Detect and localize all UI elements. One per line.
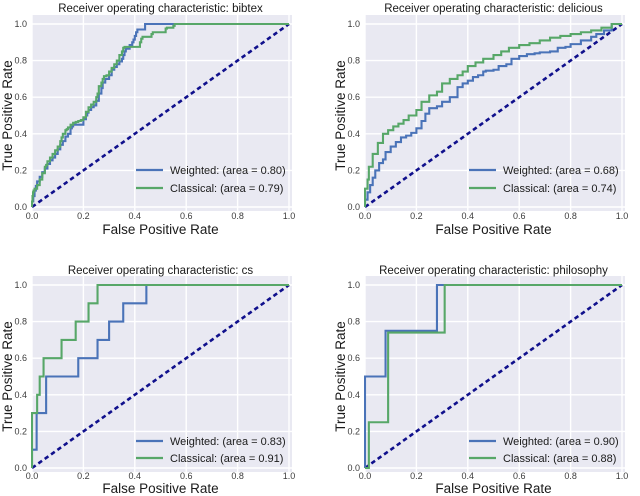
plot-area-delicious: 0.00.0 0.2 0.2 0.4 0.4 0.6 0.6 0.8 0.8 1.0 1.0 (347, 15, 628, 221)
plot-title: Receiver operating characteristic: philo… (379, 265, 608, 277)
y-axis-label: True Positive Rate (0, 60, 15, 171)
x-axis-label: False Positive Rate (102, 222, 218, 237)
subplot-philosophy: 0.0 0.0 0.2 0.2 0.4 0.4 0.6 0.6 0.8 0.8 1.0 1.0 Rec… (320, 248, 640, 496)
curves-group (364, 283, 623, 470)
x-tick-label: 0.2 (77, 211, 90, 221)
x-tick-label: 0.6 (180, 471, 193, 481)
x-tick-label: 1.0 (283, 471, 296, 481)
roc-plot-bibtex: 0.00.0 0.2 0.2 0.4 0.4 0.6 0.6 0.8 0.8 1.0 1.0 Rec… (0, 3, 295, 237)
y-tick-label: 0.2 (347, 165, 360, 175)
y-tick-label: 0.6 (347, 92, 360, 102)
x-tick-label: 0.8 (231, 211, 244, 221)
roc-plot-philosophy: 0.00.0 0.2 0.2 0.4 0.4 0.6 0.6 0.8 0.8 1.0 1.0 Rec… (333, 265, 628, 496)
plot-area-bibtex: 0.00.0 0.2 0.2 0.4 0.4 0.6 0.6 0.8 0.8 1.0 1.0 (14, 15, 295, 221)
legend-label-weighted: Weighted: (area = 0.68) (503, 165, 619, 177)
y-tick-label: 0.0 (347, 202, 360, 212)
curves-group (31, 283, 290, 470)
y-tick-label: 0.4 (14, 129, 27, 139)
y-tick-label: 0.8 (14, 56, 27, 66)
roc-curve-chance (31, 22, 290, 209)
x-tick-label: 0.4 (129, 211, 142, 221)
x-tick-label: 0.8 (231, 471, 244, 481)
y-tick-label: 0.6 (14, 353, 27, 363)
x-tick-label: 0.0 (26, 211, 39, 221)
roc-plot-cs: 0.00.0 0.2 0.2 0.4 0.4 0.6 0.6 0.8 0.8 1.0 1.0 Rec… (0, 265, 295, 496)
roc-curve-chance (31, 283, 290, 470)
legend-label-classical: Classical: (area = 0.91) (170, 453, 283, 465)
subplot-delicious: 0.0 0.0 0.2 0.2 0.4 0.4 0.6 0.6 0.8 0.8 1.0 1.0 Rec… (320, 0, 640, 248)
x-tick-label: 0.2 (410, 211, 423, 221)
x-tick-label: 0.6 (513, 471, 526, 481)
roc-curve-classical (31, 283, 289, 468)
x-tick-label: 1.0 (616, 211, 629, 221)
plot-title: Receiver operating characteristic: bibte… (58, 3, 263, 15)
subplot-bibtex: 0.0 0.0 0.2 0.2 0.4 0.4 0.6 0.6 0.8 0.8 1.0 1.0 Rec… (0, 0, 320, 248)
roc-plot-delicious: 0.00.0 0.2 0.2 0.4 0.4 0.6 0.6 0.8 0.8 1.0 1.0 Rec… (333, 3, 628, 237)
roc-curve-classical (31, 22, 289, 207)
legend-label-classical: Classical: (area = 0.88) (503, 453, 616, 465)
x-tick-label: 0.2 (77, 471, 90, 481)
x-axis-label: False Positive Rate (435, 481, 551, 496)
x-tick-label: 0.4 (462, 211, 475, 221)
legend-label-classical: Classical: (area = 0.74) (503, 183, 616, 195)
y-axis-label: True Positive Rate (0, 321, 15, 432)
roc-curve-chance (364, 283, 623, 470)
x-tick-label: 0.4 (129, 471, 142, 481)
y-tick-label: 0.6 (347, 353, 360, 363)
x-tick-label: 0.6 (180, 211, 193, 221)
x-tick-label: 0.0 (26, 471, 39, 481)
roc-curve-weighted (364, 22, 622, 207)
roc-curve-weighted (31, 283, 289, 468)
y-tick-label: 0.4 (347, 129, 360, 139)
y-tick-label: 0.4 (347, 390, 360, 400)
y-axis-label: True Positive Rate (333, 60, 348, 171)
subplot-cs: 0.0 0.0 0.2 0.2 0.4 0.4 0.6 0.6 0.8 0.8 1.0 1.0 Rec… (0, 248, 320, 496)
x-axis-label: False Positive Rate (102, 481, 218, 496)
roc-curve-chance (364, 22, 623, 209)
y-tick-label: 1.0 (14, 280, 27, 290)
legend-label-weighted: Weighted: (area = 0.80) (170, 165, 286, 177)
legend-label-weighted: Weighted: (area = 0.83) (170, 436, 286, 448)
x-tick-label: 0.4 (462, 471, 475, 481)
curves-group (364, 22, 623, 209)
roc-curve-classical (365, 283, 622, 470)
curves-group (31, 22, 290, 209)
roc-curve-classical (364, 22, 622, 207)
x-tick-label: 0.6 (513, 211, 526, 221)
y-tick-label: 0.0 (14, 202, 27, 212)
x-tick-label: 1.0 (283, 211, 296, 221)
x-tick-label: 0.0 (359, 471, 372, 481)
x-tick-label: 0.0 (359, 211, 372, 221)
legend-label-weighted: Weighted: (area = 0.90) (503, 436, 619, 448)
plot-title: Receiver operating characteristic: cs (68, 265, 254, 277)
x-axis-label: False Positive Rate (435, 222, 551, 237)
y-tick-label: 0.8 (347, 317, 360, 327)
y-tick-label: 1.0 (347, 19, 360, 29)
y-tick-label: 0.0 (14, 463, 27, 473)
y-tick-label: 0.4 (14, 390, 27, 400)
y-tick-label: 0.8 (347, 56, 360, 66)
y-tick-label: 0.2 (347, 426, 360, 436)
x-tick-label: 0.8 (564, 471, 577, 481)
plot-title: Receiver operating characteristic: delic… (384, 3, 603, 15)
y-tick-label: 0.8 (14, 317, 27, 327)
plot-area-cs: 0.00.0 0.2 0.2 0.4 0.4 0.6 0.6 0.8 0.8 1.0 1.0 (14, 276, 295, 481)
x-tick-label: 1.0 (616, 471, 629, 481)
x-tick-label: 0.2 (410, 471, 423, 481)
roc-curve-weighted (31, 22, 289, 207)
y-tick-label: 0.0 (347, 463, 360, 473)
x-tick-label: 0.8 (564, 211, 577, 221)
y-tick-label: 1.0 (347, 280, 360, 290)
y-tick-label: 0.2 (14, 165, 27, 175)
y-axis-label: True Positive Rate (333, 321, 348, 432)
y-tick-label: 0.2 (14, 426, 27, 436)
roc-curve-weighted (364, 283, 622, 468)
y-tick-label: 1.0 (14, 19, 27, 29)
plot-area-philosophy: 0.00.0 0.2 0.2 0.4 0.4 0.6 0.6 0.8 0.8 1.0 1.0 (347, 276, 628, 481)
legend-label-classical: Classical: (area = 0.79) (170, 183, 283, 195)
y-tick-label: 0.6 (14, 92, 27, 102)
